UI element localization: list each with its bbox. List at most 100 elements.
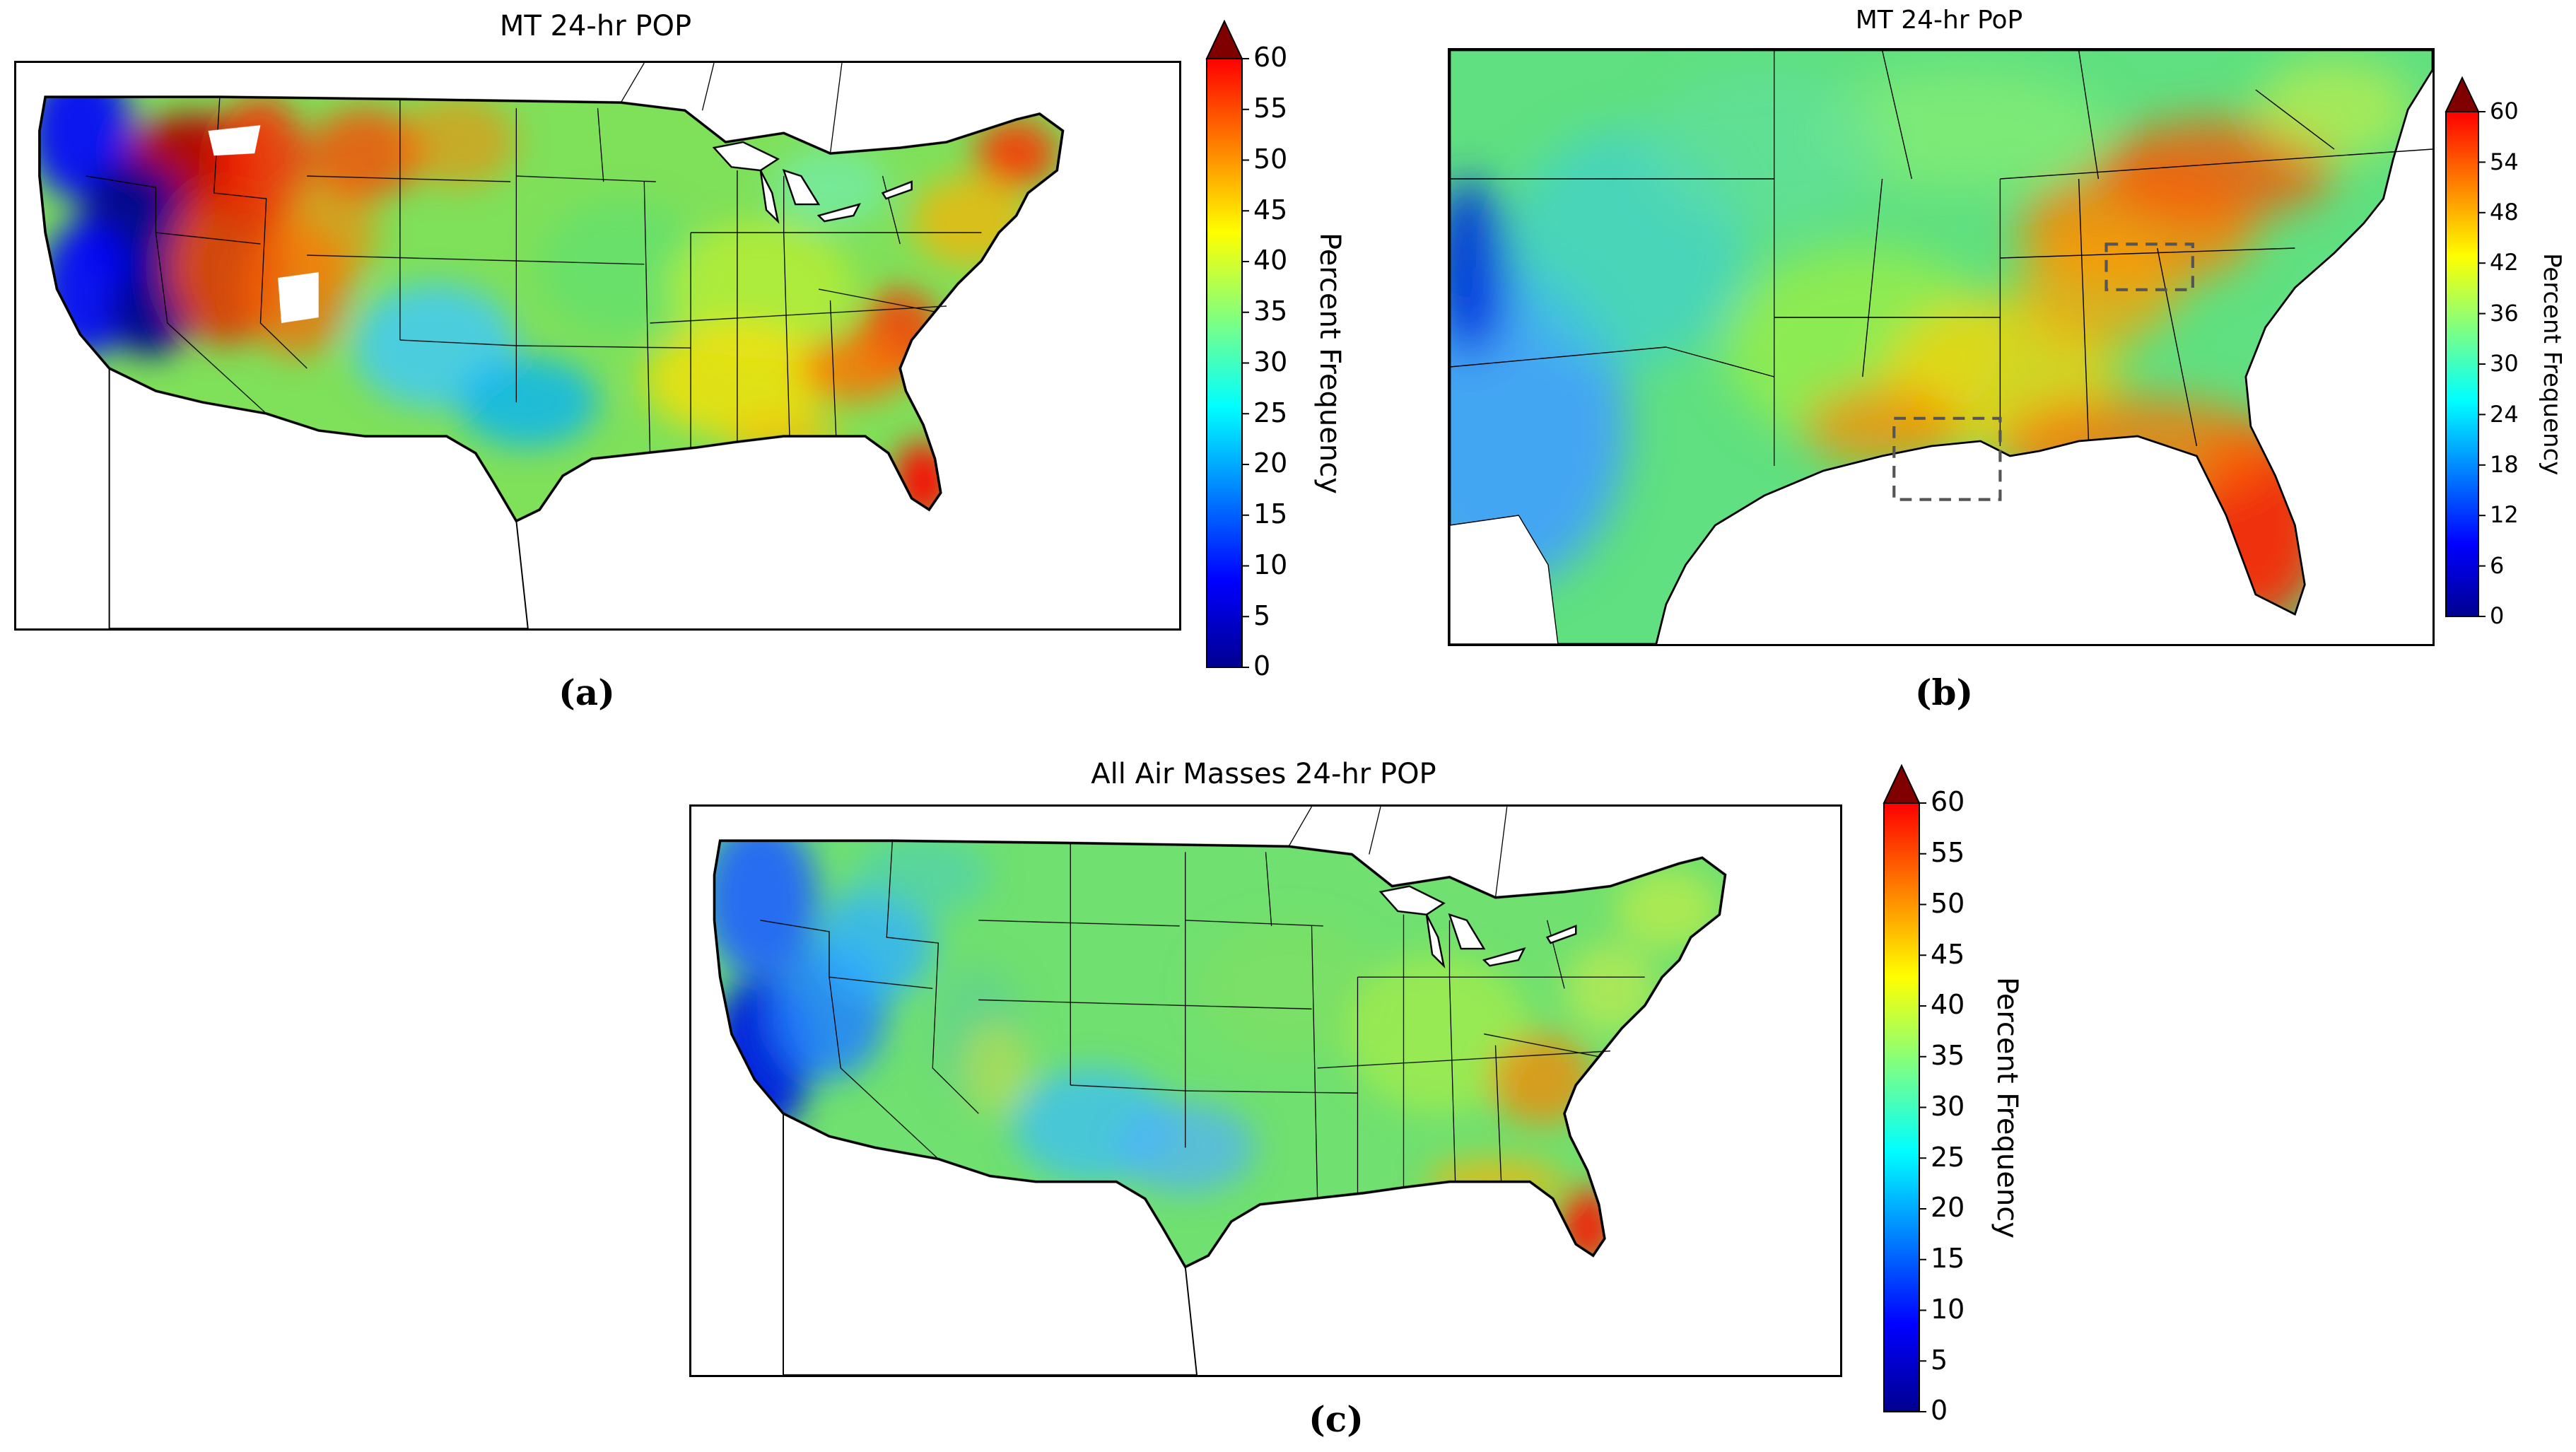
colorbar-extend-triangle xyxy=(2445,76,2480,112)
pop-field-patch xyxy=(1616,869,1720,949)
colorbar-tick-label: 42 xyxy=(2490,249,2519,276)
state-boundary xyxy=(86,175,157,233)
colorbar-tick-label: 30 xyxy=(1931,1090,1965,1122)
panel-c-label: (c) xyxy=(1309,1398,1364,1440)
state-boundary xyxy=(1070,1084,1185,1091)
pop-field-patch xyxy=(817,886,933,1000)
pop-field-patch xyxy=(1197,920,1381,1057)
state-boundary xyxy=(829,976,933,989)
colorbar-extend-triangle xyxy=(1205,19,1243,59)
great-lake xyxy=(816,203,861,223)
state-boundary xyxy=(155,232,267,414)
state-boundary xyxy=(978,920,1180,927)
state-boundary xyxy=(1265,852,1272,926)
state-boundary xyxy=(2157,247,2198,447)
great-lake xyxy=(1482,947,1526,967)
pop-field-patch xyxy=(667,221,854,357)
panel-a-title: MT 24-hr POP xyxy=(499,10,692,42)
state-boundary xyxy=(1448,977,1456,1182)
colorbar-title: Percent Frequency xyxy=(1313,232,1346,494)
colorbar-tick-label: 60 xyxy=(2490,98,2519,125)
colorbar-tick-label: 0 xyxy=(1931,1395,1948,1427)
colorbar-tick-label: 45 xyxy=(1931,938,1965,970)
state-boundary xyxy=(829,300,837,437)
colorbar-tick-label: 15 xyxy=(1253,498,1288,530)
state-boundary xyxy=(2255,89,2335,150)
colorbar-tick-label: 6 xyxy=(2490,551,2505,579)
great-lake xyxy=(782,169,821,206)
colorbar-svg xyxy=(1883,763,1926,1412)
state-boundary xyxy=(829,977,939,1159)
pop-field-patch xyxy=(399,97,517,187)
colorbar-tick-label: 50 xyxy=(1931,887,1965,919)
colorbar-tick-label: 5 xyxy=(1931,1344,1948,1376)
highlight-box-georgia xyxy=(2104,242,2194,291)
colorbar-tick-label: 55 xyxy=(1931,837,1965,869)
canada-region xyxy=(16,63,1179,153)
colorbar-title: Percent Frequency xyxy=(1990,976,2023,1239)
colorbar-extend-triangle xyxy=(1883,763,1921,804)
colorbar-tick-label: 45 xyxy=(1253,194,1288,226)
pop-field-patch xyxy=(2098,119,2334,218)
missing-data-region xyxy=(208,125,261,156)
state-boundary xyxy=(1185,920,1323,927)
colorbar-gradient xyxy=(2445,111,2479,617)
pop-field-patch xyxy=(2020,228,2177,347)
colorbar-tick-label: 30 xyxy=(2490,350,2519,377)
state-boundary xyxy=(1546,920,1565,989)
state-boundary xyxy=(1185,1090,1358,1094)
pop-field-patch xyxy=(772,148,889,227)
pop-field-patch xyxy=(1564,942,1656,1034)
colorbar-tick-label: 24 xyxy=(2490,400,2519,428)
colorbar-tick-label: 48 xyxy=(2490,198,2519,226)
state-boundary xyxy=(2000,247,2295,259)
pop-field-patch xyxy=(539,199,703,334)
pop-field-patch xyxy=(1813,70,2109,189)
pop-field-patch xyxy=(1489,1034,1593,1125)
pop-field-patch xyxy=(1450,179,1509,357)
panel-a-map xyxy=(14,61,1181,631)
panel-a-colorbar: 0 5 10 15 20 25 30 35 40 45 50 55 60 Percent Frequenc… xyxy=(1205,19,1346,681)
panel-b-map xyxy=(1448,48,2435,646)
colorbar-svg xyxy=(2445,76,2486,617)
state-boundary xyxy=(516,345,691,349)
colorbar-tick-label: 35 xyxy=(1253,295,1288,327)
state-boundary xyxy=(2078,50,2100,180)
state-boundary xyxy=(650,305,947,324)
pop-field-patch xyxy=(1346,954,1530,1114)
colorbar-tick-label: 20 xyxy=(1931,1192,1965,1224)
colorbar-tick-label: 35 xyxy=(1931,1040,1965,1072)
state-boundary xyxy=(1665,346,1774,377)
colorbar-tick-label: 15 xyxy=(1931,1243,1965,1275)
panel-c-map-svg xyxy=(691,807,1840,1375)
us-coastline xyxy=(38,95,1065,523)
great-lake xyxy=(1448,913,1486,950)
state-boundary xyxy=(1484,1033,1599,1058)
pop-field-patch xyxy=(801,334,906,402)
great-lake xyxy=(1545,925,1577,944)
colorbar-tick-label: 12 xyxy=(2490,501,2519,529)
colorbar-tick-label: 10 xyxy=(1253,549,1288,580)
state-boundary xyxy=(516,260,645,265)
great-lake xyxy=(1378,885,1446,916)
state-boundary xyxy=(783,232,790,437)
state-boundary xyxy=(2078,178,2090,442)
colorbar-tick-label: 40 xyxy=(1253,245,1288,276)
pop-field-patch xyxy=(2255,60,2413,159)
mexico-region xyxy=(1450,515,1559,644)
pop-field-patch xyxy=(976,119,1058,187)
state-boundary xyxy=(760,920,830,978)
state-boundary xyxy=(307,254,517,262)
state-boundary xyxy=(886,841,979,1114)
pop-field-patch xyxy=(283,176,377,289)
state-boundary xyxy=(213,96,308,369)
pop-field-patch xyxy=(458,357,598,447)
panel-a-map-svg xyxy=(16,63,1179,628)
colorbar-tick-label: 20 xyxy=(1253,447,1288,479)
colorbar-tick-label: 25 xyxy=(1931,1141,1965,1173)
great-lake xyxy=(759,170,780,224)
colorbar-tick-label: 5 xyxy=(1253,599,1271,631)
panel-b-map-svg xyxy=(1450,50,2432,644)
panel-c-title: All Air Masses 24-hr POP xyxy=(1091,758,1436,790)
us-coastline xyxy=(713,839,1727,1269)
